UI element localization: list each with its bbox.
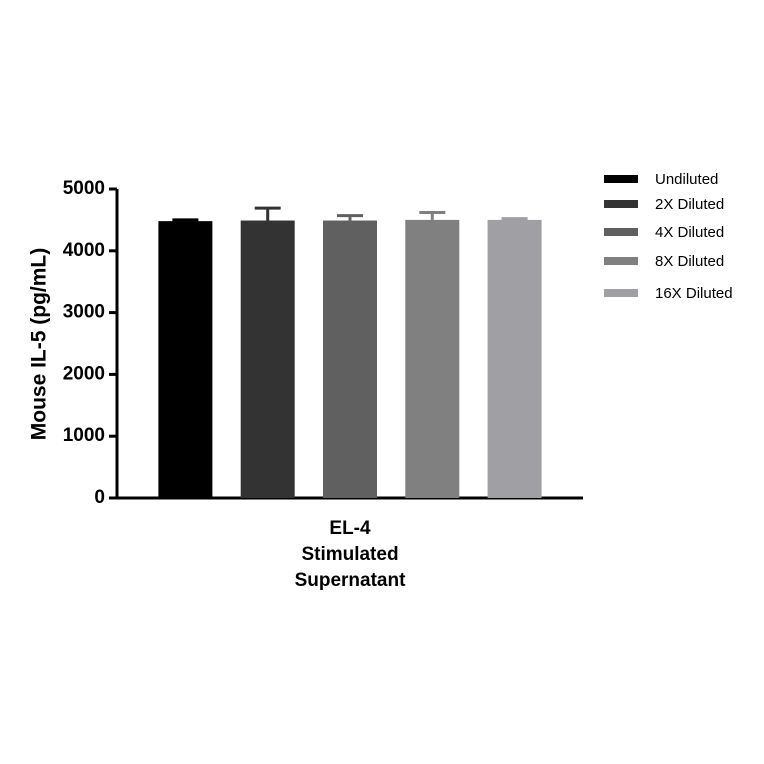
y-tick-label: 0 (94, 487, 105, 508)
error-bar (419, 210, 446, 220)
x-tick-label: EL-4 Stimulated Supernatant (295, 518, 407, 591)
legend-label: Undiluted (655, 171, 718, 188)
y-tick-label: 3000 (63, 302, 105, 323)
legend-swatch (604, 289, 638, 297)
bar (323, 220, 377, 498)
legend-label: 16X Diluted (655, 285, 733, 302)
error-bar (501, 217, 528, 221)
y-tick-label: 5000 (63, 178, 105, 199)
legend-label: 4X Diluted (655, 224, 724, 241)
y-tick-label: 2000 (63, 363, 105, 384)
legend-swatch (604, 257, 638, 265)
bar (240, 220, 295, 498)
y-tick-label: 4000 (63, 240, 105, 261)
bar (487, 219, 542, 498)
legend-label: 2X Diluted (655, 196, 724, 213)
legend-swatch (604, 200, 638, 208)
legend-swatch (604, 175, 638, 183)
error-bar (172, 218, 199, 222)
y-tick-label: 1000 (63, 425, 105, 446)
legend-swatch (604, 228, 638, 236)
bar (158, 221, 213, 499)
legend-label: 8X Diluted (655, 253, 724, 270)
error-bar (337, 214, 363, 221)
bar (405, 219, 460, 498)
y-axis-label: Mouse IL-5 (pg/mL) (28, 248, 51, 441)
error-bar (254, 206, 281, 221)
